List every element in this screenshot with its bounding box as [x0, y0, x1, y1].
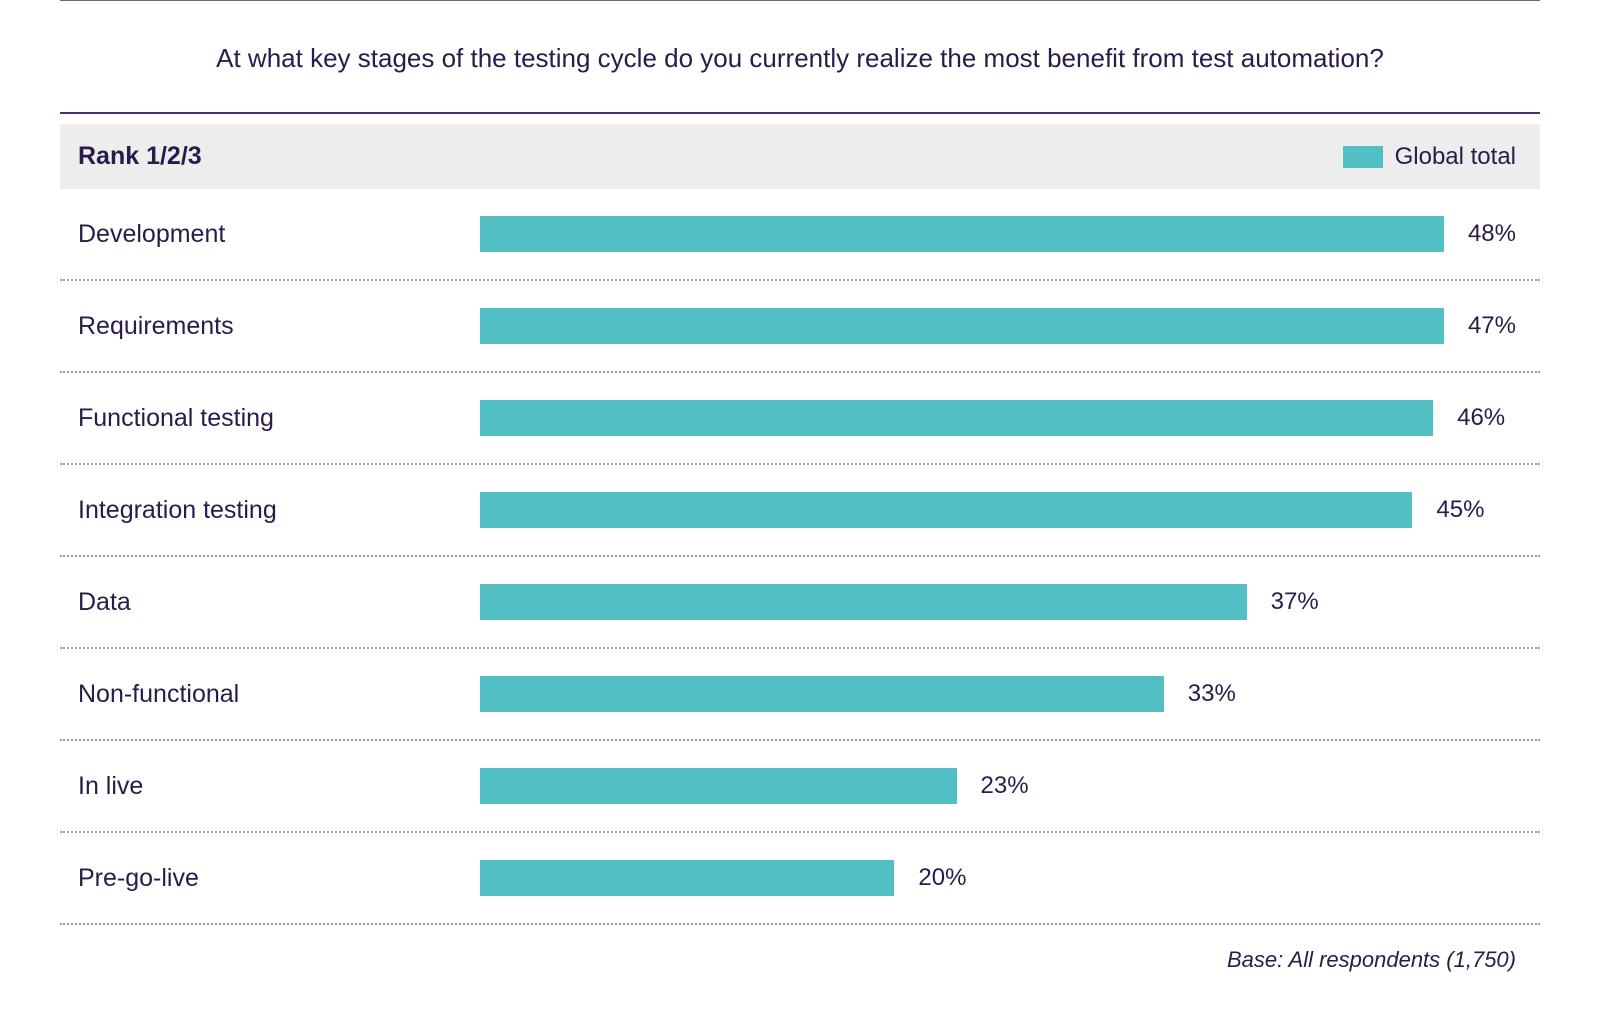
bar-area: 33%: [480, 676, 1540, 712]
bar-row: Functional testing 46%: [60, 373, 1540, 465]
legend: Global total: [1343, 143, 1516, 171]
bar-area: 23%: [480, 768, 1540, 804]
bar-label: Non-functional: [60, 680, 480, 709]
bar: [480, 676, 1164, 712]
bar-label: Pre-go-live: [60, 864, 480, 893]
bar: [480, 584, 1247, 620]
bar-value: 48%: [1468, 220, 1516, 248]
bar-row: Data 37%: [60, 557, 1540, 649]
bar-label: Functional testing: [60, 404, 480, 433]
bar-label: In live: [60, 772, 480, 801]
bar-area: 46%: [480, 400, 1540, 436]
bar-area: 37%: [480, 584, 1540, 620]
bar: [480, 768, 957, 804]
chart-title: At what key stages of the testing cycle …: [216, 43, 1384, 73]
title-wrap: At what key stages of the testing cycle …: [60, 1, 1540, 112]
bar-row: In live 23%: [60, 741, 1540, 833]
bar: [480, 308, 1444, 344]
bar-row: Development 48%: [60, 189, 1540, 281]
rank-label: Rank 1/2/3: [78, 142, 202, 171]
header-row: Rank 1/2/3 Global total: [60, 124, 1540, 189]
bar-row: Pre-go-live 20%: [60, 833, 1540, 925]
chart-container: At what key stages of the testing cycle …: [0, 0, 1600, 973]
bar-row: Integration testing 45%: [60, 465, 1540, 557]
bar-area: 45%: [480, 492, 1540, 528]
bar: [480, 860, 894, 896]
bar-area: 48%: [480, 216, 1540, 252]
bar-label: Data: [60, 588, 480, 617]
bar-label: Requirements: [60, 312, 480, 341]
bar-row: Requirements 47%: [60, 281, 1540, 373]
footnote: Base: All respondents (1,750): [60, 925, 1540, 973]
bar: [480, 216, 1444, 252]
bar-value: 37%: [1271, 588, 1319, 616]
bar-value: 47%: [1468, 312, 1516, 340]
bar-value: 45%: [1436, 496, 1484, 524]
bar: [480, 492, 1412, 528]
bar: [480, 400, 1433, 436]
bar-row: Non-functional 33%: [60, 649, 1540, 741]
bar-label: Development: [60, 220, 480, 249]
bar-area: 47%: [480, 308, 1540, 344]
bar-rows: Development 48% Requirements 47% Functional …: [60, 189, 1540, 925]
bar-value: 23%: [981, 772, 1029, 800]
bar-value: 46%: [1457, 404, 1505, 432]
legend-swatch: [1343, 146, 1383, 168]
bar-area: 20%: [480, 860, 1540, 896]
legend-label: Global total: [1395, 143, 1516, 171]
bar-value: 33%: [1188, 680, 1236, 708]
bar-value: 20%: [918, 864, 966, 892]
bar-label: Integration testing: [60, 496, 480, 525]
sub-rule: [60, 112, 1540, 114]
